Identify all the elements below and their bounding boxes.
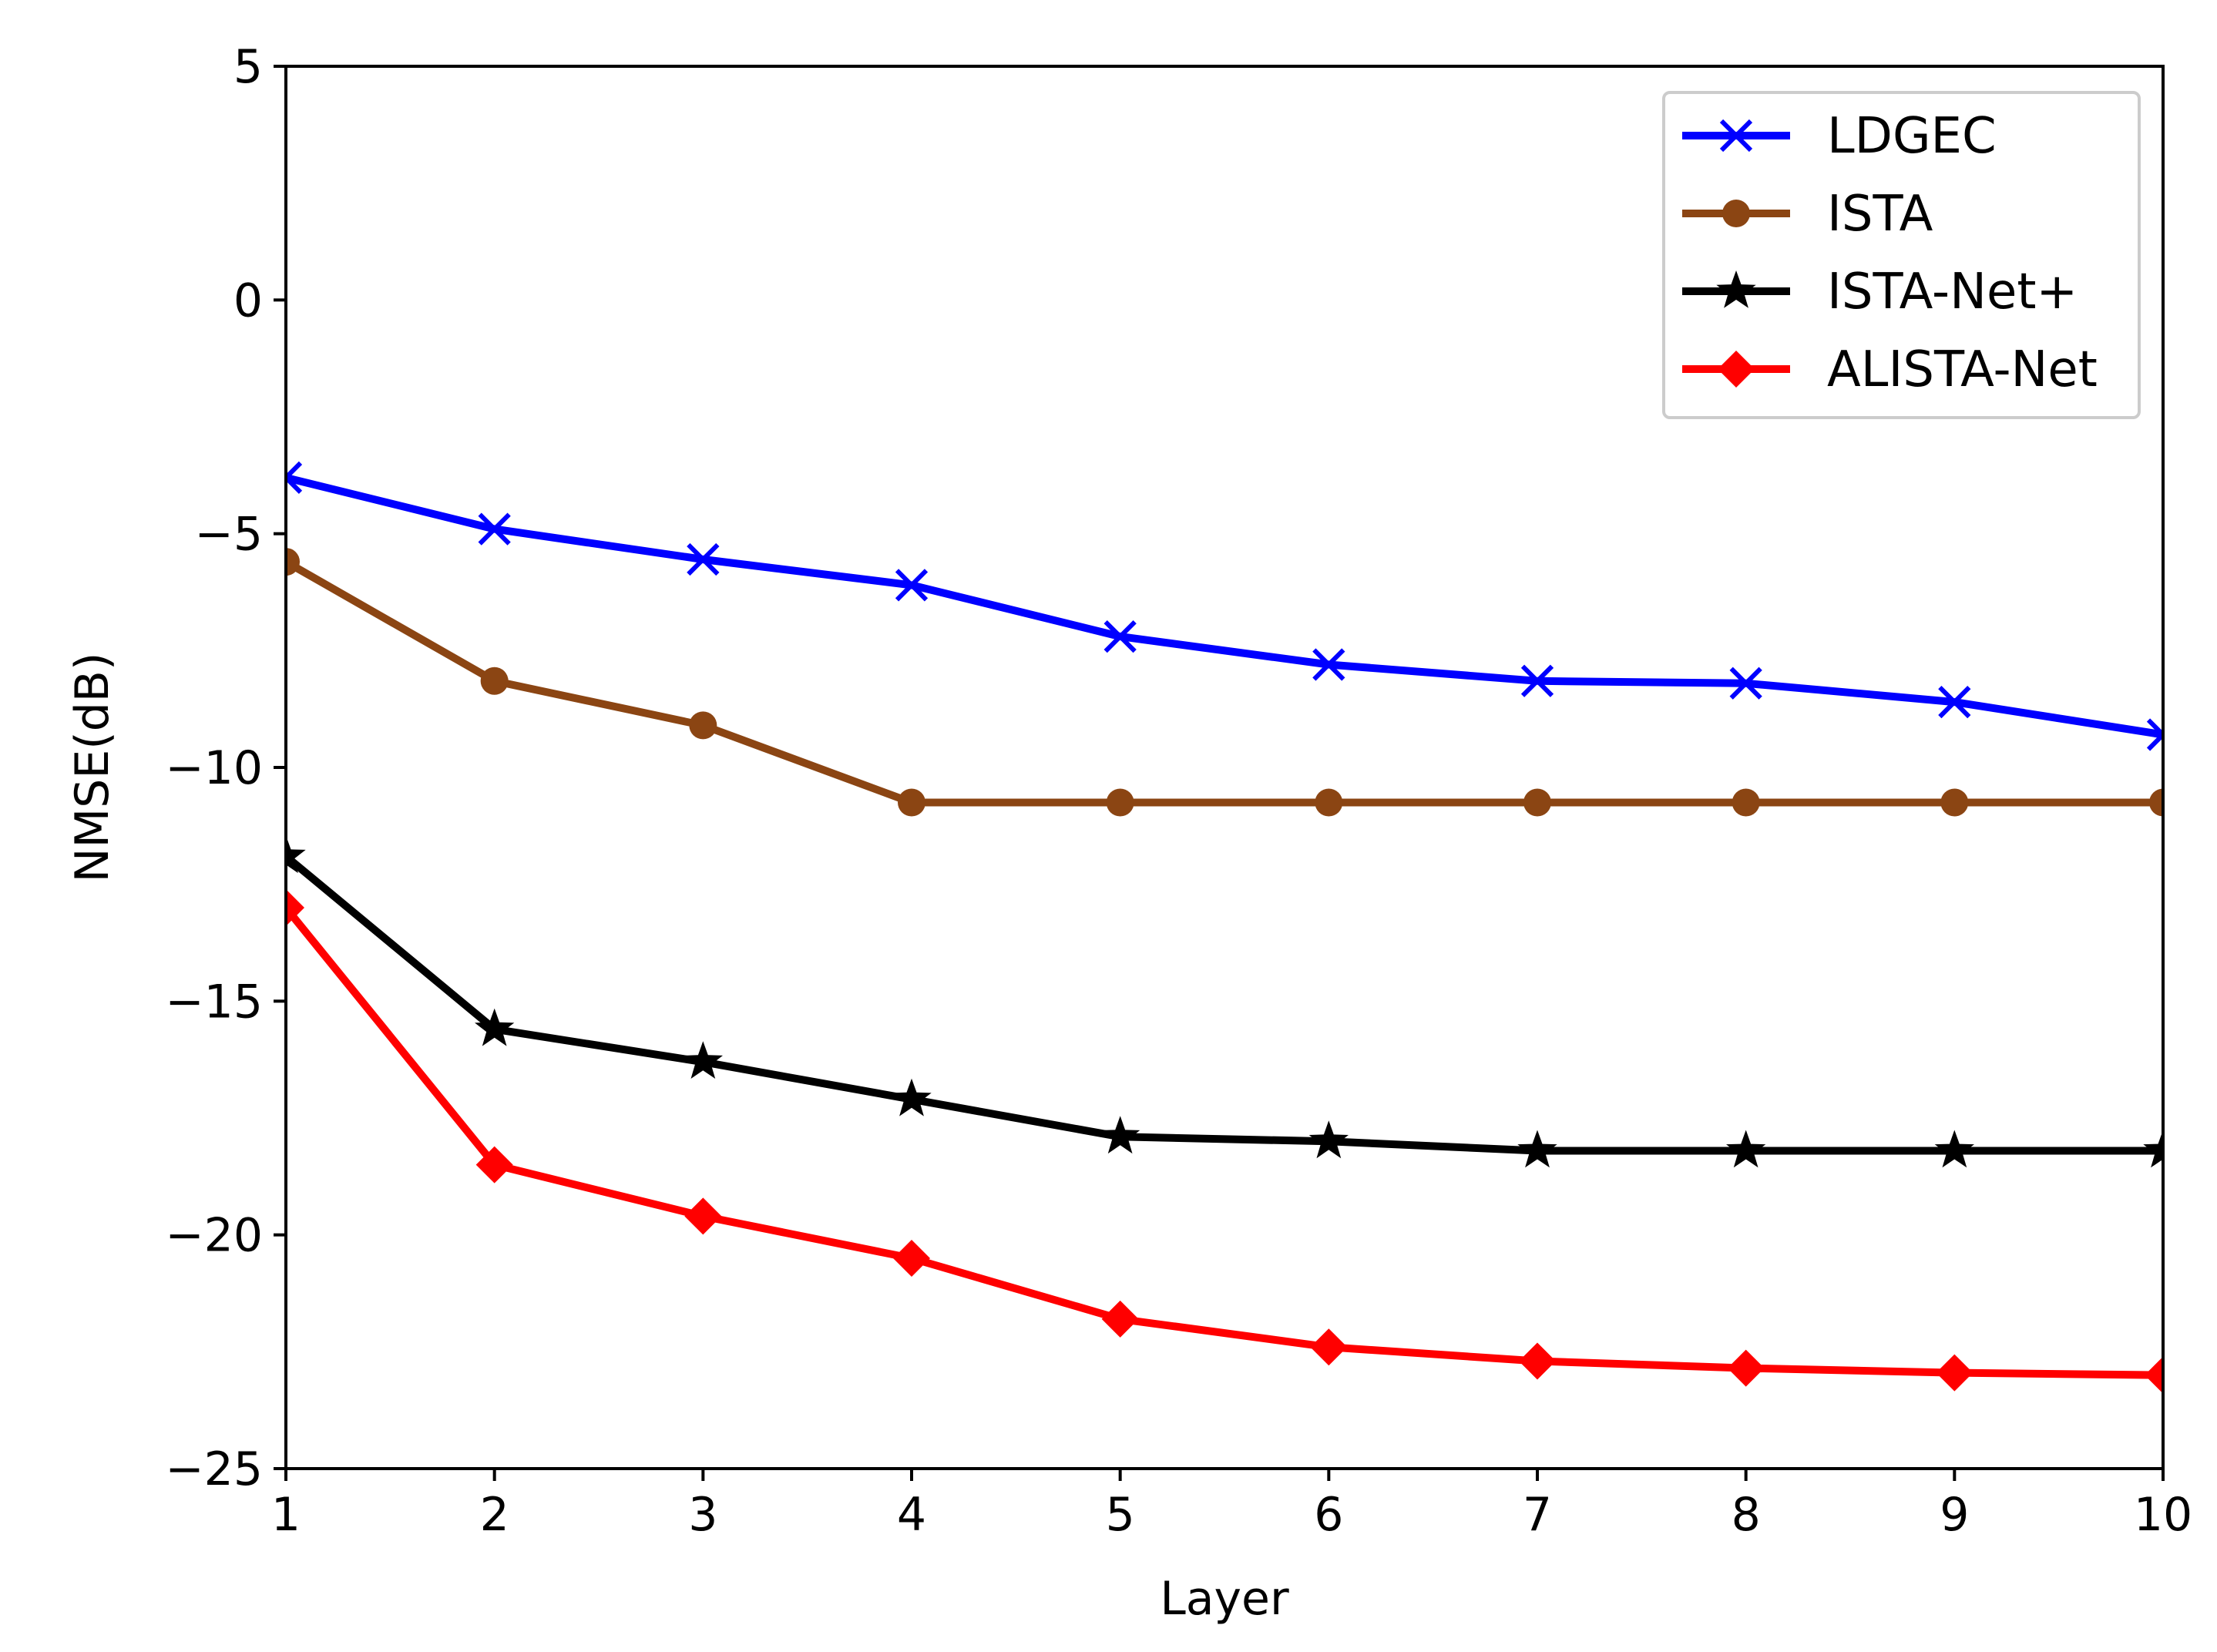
data-point-ista [480, 667, 509, 695]
legend-item-ista: ISTA [1682, 186, 1933, 243]
series-ldgec [286, 461, 2163, 751]
data-point-ista-net [1517, 1130, 1557, 1168]
data-point-ldgec [895, 569, 929, 602]
data-point-ldgec [1729, 667, 1762, 700]
data-point-ldgec [478, 512, 511, 546]
data-point-ista-net [1100, 1116, 1140, 1154]
data-point-alista-net [286, 889, 304, 926]
legend-marker [1722, 200, 1750, 227]
series-alista-net [286, 889, 2163, 1394]
y-tick-label: −15 [165, 975, 263, 1029]
series-line-ldgec [286, 473, 2163, 739]
y-axis: −25 −20 −15 −10 −5 0 5 [165, 40, 286, 1496]
data-point-ista-net [475, 1008, 515, 1046]
data-point-ista-net [1726, 1130, 1766, 1168]
legend-marker [1716, 270, 1756, 308]
y-tick-label: −10 [165, 741, 263, 795]
data-point-ista [286, 548, 300, 576]
legend-box [1662, 91, 2141, 419]
data-point-ldgec [2146, 718, 2163, 751]
data-point-alista-net [1936, 1354, 1973, 1392]
series-layer [286, 461, 2163, 1394]
data-point-ista [689, 711, 717, 740]
x-tick-label: 3 [688, 1488, 717, 1542]
y-tick-label: −5 [195, 508, 263, 562]
legend-item-ldgec: LDGEC [1682, 108, 1997, 165]
series-line-ista-net [286, 852, 2163, 1155]
data-point-ista [2149, 788, 2163, 817]
x-tick-label: 4 [897, 1488, 926, 1542]
data-point-ista-net [1308, 1120, 1349, 1159]
x-axis: 1 2 3 4 5 6 7 8 9 10 [271, 1469, 2192, 1542]
data-point-alista-net [1101, 1300, 1139, 1338]
x-tick-label: 5 [1106, 1488, 1135, 1542]
legend-label: LDGEC [1827, 108, 1997, 165]
data-point-ista [1732, 788, 1760, 817]
y-tick-label: −20 [165, 1209, 263, 1263]
legend-label: ALISTA-Net [1827, 341, 2098, 398]
legend-marker [1719, 119, 1753, 153]
data-point-ista-net [1934, 1130, 1974, 1168]
data-point-ista [1523, 788, 1551, 817]
data-point-ista [1315, 788, 1343, 817]
data-point-ista [898, 788, 925, 817]
data-point-ista-net [286, 835, 306, 874]
legend-marker [1718, 351, 1755, 388]
data-point-ldgec [1938, 685, 1971, 719]
data-point-ldgec [1312, 648, 1345, 681]
data-point-alista-net [893, 1240, 930, 1277]
series-ista-net [286, 835, 2163, 1168]
data-point-ista-net [2143, 1130, 2163, 1168]
y-axis-label: NMSE(dB) [66, 653, 119, 883]
y-tick-label: 5 [233, 40, 263, 94]
x-tick-label: 10 [2134, 1488, 2192, 1542]
x-tick-label: 2 [480, 1488, 509, 1542]
x-tick-label: 8 [1732, 1488, 1761, 1542]
data-point-alista-net [1519, 1342, 1556, 1380]
x-axis-label: Layer [1160, 1572, 1289, 1626]
legend-label: ISTA [1827, 186, 1933, 243]
legend-label: ISTA-Net+ [1827, 264, 2078, 321]
data-point-alista-net [2145, 1356, 2163, 1394]
data-point-ldgec [1103, 620, 1137, 653]
data-point-alista-net [1310, 1328, 1348, 1366]
data-point-alista-net [684, 1197, 722, 1235]
data-point-ldgec [286, 461, 303, 494]
y-tick-label: 0 [233, 274, 263, 327]
data-point-ista [1940, 788, 1969, 817]
data-point-ldgec [687, 542, 720, 576]
legend: LDGEC ISTA ISTA-Net+ ALISTA-Net [1662, 91, 2141, 419]
data-point-ista-net [892, 1078, 932, 1116]
x-tick-label: 9 [1940, 1488, 1969, 1542]
x-tick-label: 6 [1314, 1488, 1343, 1542]
data-point-ista [1106, 788, 1134, 817]
series-line-ista [286, 558, 2163, 807]
data-point-ista-net [683, 1041, 723, 1079]
data-point-alista-net [1727, 1349, 1765, 1387]
y-tick-label: −25 [165, 1442, 263, 1496]
data-point-alista-net [475, 1146, 513, 1184]
legend-item-alista-net: ALISTA-Net [1682, 341, 2098, 398]
data-point-ldgec [1520, 664, 1554, 697]
series-line-alista-net [286, 904, 2163, 1379]
legend-item-ista-net: ISTA-Net+ [1682, 264, 2078, 321]
series-ista [286, 548, 2163, 817]
x-tick-label: 7 [1523, 1488, 1552, 1542]
x-tick-label: 1 [271, 1488, 301, 1542]
